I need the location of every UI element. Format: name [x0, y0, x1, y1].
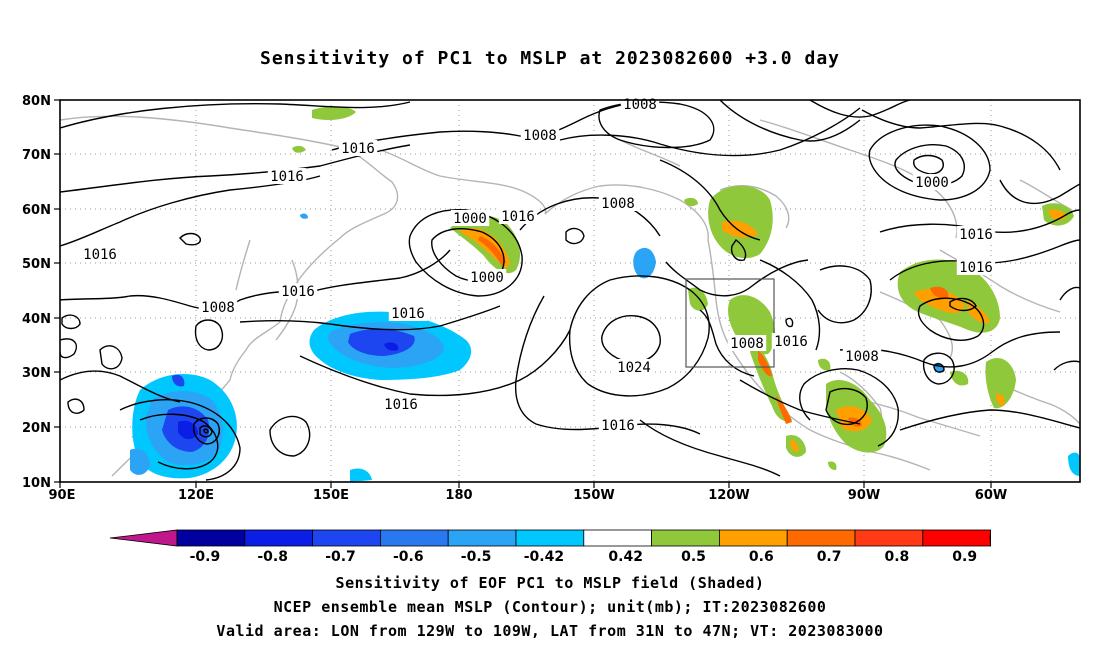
lon-label: 120W [708, 488, 749, 503]
contour-label: 1008 [623, 97, 657, 113]
contour-label-bg [467, 269, 507, 285]
contour-label-bg [520, 127, 560, 143]
contour-label-bg [842, 348, 882, 364]
colorbar-label: 0.6 [749, 549, 774, 565]
colorbar-label: -0.5 [461, 549, 492, 565]
colorbar-left-arrow [109, 529, 178, 547]
contour-label-bg [912, 174, 952, 190]
contour-label: 1016 [959, 260, 993, 276]
contour-label-bg [381, 396, 421, 412]
contour-label-bg [956, 259, 996, 275]
colorbar-swatch [651, 529, 720, 547]
contour-label-bg [727, 335, 767, 351]
colorbar-label: -0.7 [325, 549, 356, 565]
contour-label-bg [198, 299, 238, 315]
colorbar-label: 0.8 [884, 549, 909, 565]
colorbar-swatch [244, 529, 314, 547]
lat-label: 10N [22, 476, 51, 491]
contour-label-bg [338, 140, 378, 156]
contour-label-bg [614, 359, 654, 375]
caption-line-2: NCEP ensemble mean MSLP (Contour); unit(… [273, 598, 827, 616]
caption-line-1: Sensitivity of EOF PC1 to MSLP field (Sh… [335, 574, 765, 592]
colorbar-label: 0.7 [817, 549, 842, 565]
contour-label: 1016 [774, 334, 808, 350]
contour-label-bg [267, 168, 307, 184]
contour-label-bg [80, 246, 120, 262]
colorbar-label: -0.9 [190, 549, 221, 565]
lon-label: 120E [178, 488, 214, 503]
contour-label: 1016 [601, 418, 635, 434]
contour-label-bg [956, 226, 996, 242]
valid-area-box [685, 278, 775, 368]
lat-label: 60N [22, 203, 51, 218]
colorbar-swatch [854, 529, 924, 547]
colorbar-swatch [312, 529, 381, 547]
colorbar-label: 0.42 [608, 549, 643, 565]
contour-label: 1000 [470, 270, 504, 286]
colorbar-swatch [515, 529, 585, 547]
map-frame [59, 99, 1081, 483]
contour-label: 1008 [730, 336, 764, 352]
colorbar-swatch [922, 529, 991, 547]
map-title: Sensitivity of PC1 to MSLP at 2023082600… [259, 48, 840, 69]
colorbar-swatch [447, 529, 517, 547]
colorbar-label: -0.8 [257, 549, 288, 565]
caption-line-3: Valid area: LON from 129W to 109W, LAT f… [216, 622, 884, 640]
colorbar-swatch [583, 529, 652, 547]
contour-label: 1016 [281, 284, 315, 300]
colorbar-swatch [379, 529, 449, 547]
contour-label: 1008 [601, 196, 635, 212]
contour-label: 1008 [523, 128, 557, 144]
contour-label: 1016 [391, 306, 425, 322]
contour-label-bg [498, 208, 538, 224]
contour-label: 1016 [341, 141, 375, 157]
lat-label: 50N [22, 257, 51, 272]
contour-label: 1016 [83, 247, 117, 263]
contour-label: 1016 [384, 397, 418, 413]
lon-label: 150E [313, 488, 349, 503]
contour-label: 1016 [270, 169, 304, 185]
tick-marks [54, 99, 992, 488]
colorbar-swatch [786, 529, 856, 547]
contour-label: 1000 [453, 211, 487, 227]
contour-labels: 1008 1016 1008 1016 1000 1016 1008 1016 1016 1008… [80, 96, 996, 434]
colorbar-label: 0.5 [681, 549, 706, 565]
latitude-labels: 80N 70N 60N 50N 40N 30N 20N 10N [22, 94, 51, 491]
lon-label: 180 [445, 488, 472, 503]
contour-label: 1000 [915, 175, 949, 191]
colorbar: -0.9 -0.8 -0.7 -0.6 -0.5 -0.42 0.42 0.5 0.6 0.7 0.… [109, 529, 991, 565]
contour-label: 1016 [959, 227, 993, 243]
lat-label: 80N [22, 94, 51, 109]
lon-label: 90E [49, 488, 76, 503]
colorbar-swatch [176, 529, 246, 547]
contour-label-bg [598, 417, 638, 433]
contour-label-bg [450, 210, 490, 226]
contour-label: 1016 [501, 209, 535, 225]
colorbar-right-arrow [989, 529, 991, 547]
lon-label: 150W [573, 488, 614, 503]
contour-label: 1008 [845, 349, 879, 365]
contour-label-bg [388, 305, 428, 321]
colorbar-swatch [719, 529, 788, 547]
lat-label: 40N [22, 312, 51, 327]
contour-label: 1008 [201, 300, 235, 316]
colorbar-label: -0.6 [393, 549, 424, 565]
contour-label-bg [771, 333, 811, 349]
lon-label: 90W [848, 488, 880, 503]
colorbar-label: 0.9 [952, 549, 977, 565]
contour-label: 1024 [617, 360, 651, 376]
longitude-labels: 90E 120E 150E 180 150W 120W 90W 60W [49, 488, 1008, 503]
lon-label: 60W [975, 488, 1007, 503]
contour-label-bg [278, 283, 318, 299]
contour-label-bg [598, 195, 638, 211]
colorbar-label: -0.42 [524, 549, 564, 565]
lat-label: 30N [22, 366, 51, 381]
lat-label: 20N [22, 421, 51, 436]
lat-label: 70N [22, 148, 51, 163]
